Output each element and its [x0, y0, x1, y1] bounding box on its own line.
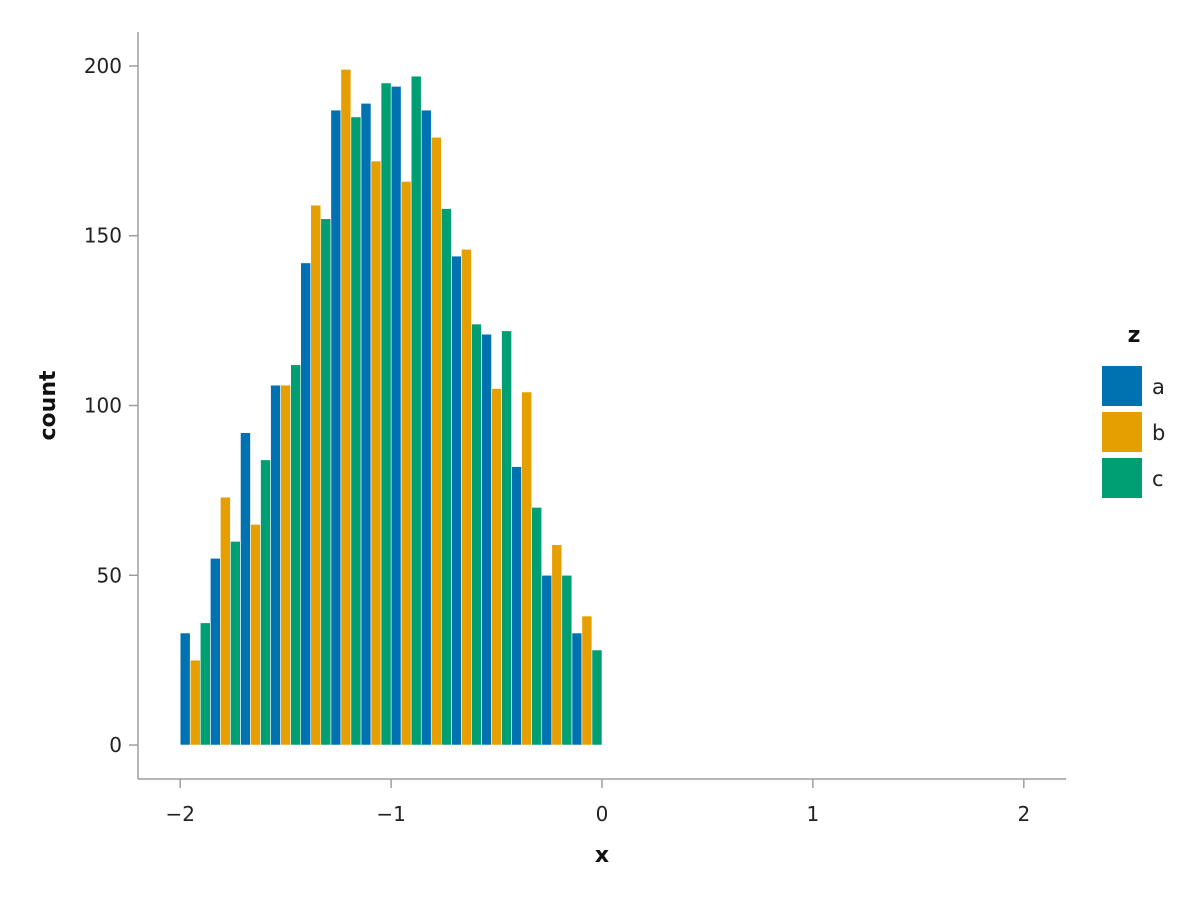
bar-b-bin-8 [400, 181, 412, 746]
bar-b-bin-11 [491, 388, 502, 746]
bar-b-bin-3 [250, 524, 261, 746]
bar-a-bin-13 [541, 574, 553, 746]
bar-a-bin-3 [240, 432, 251, 746]
legend-label-c: c [1152, 467, 1164, 491]
bar-b-bin-1 [189, 659, 201, 746]
x-axis-title: x [595, 843, 609, 868]
bar-c-bin-4 [290, 364, 301, 746]
y-tick-label: 200 [84, 54, 122, 78]
bar-c-bin-12 [531, 507, 543, 746]
y-tick-label: 50 [97, 563, 122, 587]
bar-c-bin-9 [441, 208, 452, 746]
bar-c-bin-6 [350, 116, 362, 746]
y-tick-label: 0 [109, 733, 122, 757]
bar-a-bin-9 [420, 109, 432, 746]
bar-a-bin-7 [360, 103, 372, 746]
bar-c-bin-8 [410, 75, 422, 746]
x-tick-label: −2 [165, 802, 194, 826]
bar-b-bin-7 [370, 160, 382, 746]
x-tick-label: 0 [596, 802, 609, 826]
bar-b-bin-5 [310, 204, 322, 746]
bar-c-bin-5 [320, 218, 332, 746]
bar-a-bin-6 [330, 109, 342, 746]
bar-b-bin-6 [340, 69, 352, 746]
legend-swatch-b [1102, 412, 1142, 452]
bar-b-bin-14 [581, 615, 593, 746]
bar-c-bin-14 [591, 649, 603, 746]
bar-a-bin-14 [571, 632, 583, 746]
bar-c-bin-2 [230, 541, 241, 746]
bar-b-bin-13 [551, 544, 563, 746]
y-tick-label: 100 [84, 394, 122, 418]
bar-a-bin-2 [210, 557, 221, 746]
bar-b-bin-12 [521, 391, 532, 746]
legend-swatch-a [1102, 366, 1142, 406]
bar-b-bin-10 [461, 249, 472, 746]
bar-c-bin-1 [199, 622, 211, 746]
bar-c-bin-7 [380, 82, 392, 746]
legend-title: z [1128, 323, 1141, 348]
bars-group [179, 69, 603, 746]
bar-b-bin-9 [430, 136, 442, 746]
bar-a-bin-1 [179, 632, 191, 746]
bar-c-bin-11 [501, 330, 512, 746]
bar-a-bin-4 [270, 384, 281, 746]
y-tick-label: 150 [84, 224, 122, 248]
bar-c-bin-10 [471, 323, 482, 746]
bar-c-bin-13 [561, 574, 573, 746]
bar-b-bin-2 [220, 496, 231, 746]
x-tick-label: −1 [376, 802, 405, 826]
legend-label-b: b [1152, 421, 1165, 445]
legend: z abc [1102, 323, 1165, 498]
legend-swatch-c [1102, 458, 1142, 498]
x-ticks-group: −2 −1 0 1 2 [165, 779, 1030, 826]
x-tick-label: 1 [807, 802, 820, 826]
bar-a-bin-8 [390, 86, 402, 746]
x-tick-label: 2 [1017, 802, 1030, 826]
bar-a-bin-5 [300, 262, 312, 746]
y-axis-title: count [36, 370, 61, 440]
y-ticks-group: 0 50 100 150 200 [84, 54, 138, 757]
bar-c-bin-3 [260, 459, 271, 746]
bar-a-bin-12 [511, 466, 522, 746]
bar-b-bin-4 [280, 384, 291, 746]
legend-label-a: a [1152, 375, 1165, 399]
bar-a-bin-11 [481, 333, 492, 746]
bar-a-bin-10 [451, 255, 462, 746]
